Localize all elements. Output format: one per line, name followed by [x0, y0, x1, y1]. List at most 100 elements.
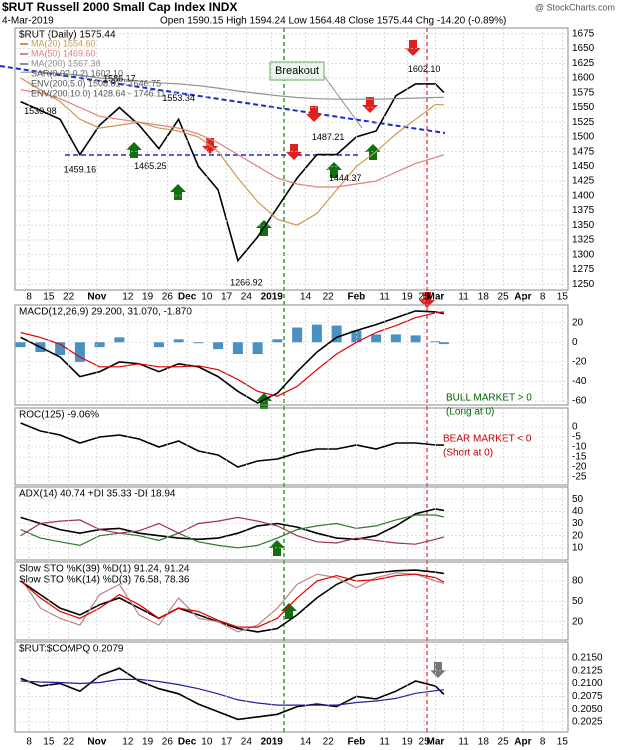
y-tick-label: 1275 — [572, 264, 595, 275]
series-line — [20, 667, 445, 721]
breakout-box — [269, 61, 325, 81]
y-tick-label: -60 — [572, 396, 587, 407]
x-tick-label: 19 — [402, 737, 414, 748]
price-annotation: 1586.17 — [103, 74, 136, 84]
x-tick-label: 26 — [162, 737, 174, 748]
histogram-bar — [252, 342, 263, 355]
x-tick-label: 11 — [458, 737, 469, 748]
panel-frame — [14, 27, 569, 291]
date: 4-Mar-2019 — [2, 16, 54, 27]
y-tick-label: 0.2025 — [572, 717, 603, 728]
y-tick-label: 1250 — [572, 279, 595, 290]
market-note: BEAR MARKET < 0 — [443, 434, 532, 445]
x-tick-label: 2019 — [261, 737, 284, 748]
histogram-bar — [331, 325, 342, 343]
ohlc: Open 1590.15 High 1594.24 Low 1564.48 Cl… — [160, 16, 506, 27]
watermark: @ StockCharts.com — [535, 2, 615, 12]
legend-label: MA(20) 1554.60 — [31, 38, 96, 48]
series-line — [20, 508, 445, 541]
y-tick-label: -20 — [572, 357, 587, 368]
y-tick-label: 1375 — [572, 205, 595, 216]
y-tick-label: 0.2050 — [572, 704, 603, 715]
histogram-bar — [213, 342, 224, 350]
x-tick-label: 19 — [142, 737, 154, 748]
y-tick-label: 0.2100 — [572, 678, 603, 689]
y-tick-label: 1575 — [572, 87, 595, 98]
histogram-bar — [272, 339, 283, 343]
series-line — [20, 678, 444, 706]
y-tick-label: 10 — [572, 542, 584, 553]
y-tick-label: 20 — [572, 530, 584, 541]
y-tick-label: 0 — [572, 337, 578, 348]
series-line — [20, 573, 445, 628]
x-tick-label: 24 — [241, 737, 253, 748]
panel-title: $RUT:$COMPQ 0.2079 — [19, 644, 124, 655]
legend-label: SAR(0.02,0.2) 1602.10 — [31, 68, 123, 78]
panel-title: Slow STO %K(39) %D(1) 91.24, 91.24 — [19, 564, 190, 575]
legend-label: ENV(200,5.0) 1508.01 - 1646.75 — [31, 78, 161, 88]
panel-title: ADX(14) 40.74 +DI 35.33 -DI 18.94 — [19, 489, 176, 500]
y-tick-label: 0.2125 — [572, 665, 603, 676]
histogram-bar — [390, 334, 401, 343]
series-line — [20, 89, 445, 188]
x-tick-label: 15 — [43, 737, 55, 748]
price-annotation: 1465.25 — [134, 161, 167, 171]
x-tick-label: 8 — [540, 737, 546, 748]
callout — [323, 75, 363, 129]
x-tick-label: Mar — [426, 737, 444, 748]
y-tick-label: 1400 — [572, 190, 595, 201]
series-line — [20, 311, 444, 397]
series-line — [20, 77, 444, 226]
x-tick-label: 18 — [478, 737, 490, 748]
series-line — [20, 572, 445, 633]
breakout-label: Breakout — [275, 65, 319, 77]
market-note: BULL MARKET > 0 — [446, 393, 532, 404]
panel-title: $RUT (Daily) 1575.44 — [19, 30, 116, 41]
histogram-bar — [114, 337, 125, 343]
series-line — [20, 310, 445, 404]
x-tick-label: 25 — [498, 737, 510, 748]
x-tick-label: Nov — [87, 737, 106, 748]
price-annotation: 1459.16 — [64, 164, 97, 174]
y-tick-label: 20 — [572, 317, 584, 328]
histogram-bar — [55, 342, 66, 355]
histogram-bar — [15, 342, 26, 348]
y-tick-label: 1625 — [572, 58, 595, 69]
histogram-bar — [232, 342, 243, 355]
series-line — [20, 569, 445, 633]
price-annotation: 1530.98 — [24, 106, 57, 116]
y-tick-label: 0.2150 — [572, 653, 603, 664]
y-tick-label: -10 — [572, 442, 587, 453]
y-tick-label: 0 — [572, 422, 578, 433]
panel-frame — [14, 304, 569, 406]
x-tick-label: 22 — [323, 737, 335, 748]
y-tick-label: 1550 — [572, 102, 595, 113]
histogram-bar — [94, 342, 105, 348]
histogram-bar — [410, 335, 421, 343]
y-tick-label: 50 — [572, 596, 584, 607]
x-tick-label: 17 — [221, 737, 233, 748]
y-tick-label: 1300 — [572, 249, 595, 260]
panel-frame — [14, 407, 569, 486]
y-tick-label: 30 — [572, 518, 584, 529]
histogram-bar — [74, 342, 85, 362]
price-annotation: 1553.34 — [162, 93, 195, 103]
y-tick-label: 1475 — [572, 146, 595, 157]
histogram-bar — [371, 334, 382, 343]
y-tick-label: 1500 — [572, 132, 595, 143]
panel-title: MACD(12,26,9) 29.200, 31.070, -1.870 — [19, 307, 192, 318]
y-tick-label: 1350 — [572, 220, 595, 231]
x-tick-label: Apr — [514, 737, 531, 748]
y-tick-label: 1600 — [572, 73, 595, 84]
y-tick-label: -25 — [572, 472, 587, 483]
histogram-bar — [153, 342, 164, 348]
y-tick-label: 1525 — [572, 117, 595, 128]
histogram-bar — [438, 342, 449, 345]
series-line — [20, 83, 445, 263]
y-tick-label: 80 — [572, 576, 584, 587]
y-tick-label: -40 — [572, 376, 587, 387]
market-note: (Short at 0) — [443, 448, 493, 459]
x-tick-label: 22 — [63, 737, 75, 748]
